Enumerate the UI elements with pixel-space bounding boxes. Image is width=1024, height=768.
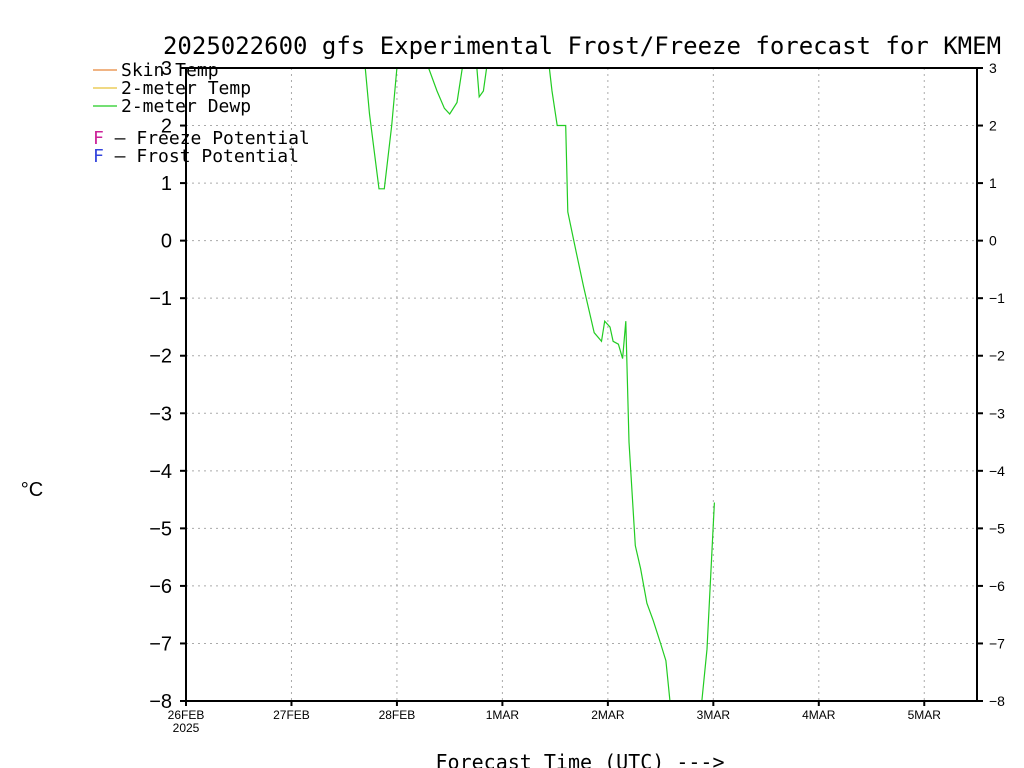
x-tick-label: 4MAR bbox=[802, 708, 836, 722]
y-tick-label: −6 bbox=[149, 576, 172, 598]
dewpoint-line-segment bbox=[364, 68, 398, 190]
y-tick-label: −2 bbox=[149, 346, 172, 368]
x-tick-sublabel: 2025 bbox=[173, 721, 200, 735]
y-tick-label-right: 1 bbox=[989, 175, 997, 191]
y-tick-label: 0 bbox=[161, 231, 172, 253]
legend-label: 2-meter Temp bbox=[121, 78, 251, 99]
potential-label: – Freeze Potential bbox=[104, 128, 310, 149]
data-series bbox=[364, 68, 715, 701]
y-axis-right: 3 2 1 0 −1 −2 −3 −4 −5 −6 −7 −8 bbox=[977, 60, 1005, 709]
y-tick-label-right: −4 bbox=[989, 463, 1005, 479]
y-tick-label-right: −8 bbox=[989, 693, 1005, 709]
x-tick-label: 28FEB bbox=[379, 708, 416, 722]
y-tick-label-right: −3 bbox=[989, 405, 1005, 421]
x-axis-label: Forecast Time (UTC) ---> bbox=[436, 750, 725, 768]
y-tick-label: −5 bbox=[149, 518, 172, 540]
dewpoint-line-segment bbox=[427, 68, 463, 115]
chart-title: 2025022600 gfs Experimental Frost/Freeze… bbox=[163, 32, 1001, 60]
x-tick-label: 2MAR bbox=[591, 708, 625, 722]
potential-annotation: F – Frost Potential bbox=[93, 146, 299, 167]
y-tick-label-right: −2 bbox=[989, 348, 1005, 364]
y-axis-left: 3 2 1 0 −1 −2 −3 −4 −5 −6 −7 −8 bbox=[149, 58, 186, 713]
potential-annotation: F – Freeze Potential bbox=[93, 128, 310, 149]
y-tick-label: 2 bbox=[161, 116, 172, 138]
y-tick-label-right: −1 bbox=[989, 290, 1005, 306]
y-tick-label: 1 bbox=[161, 173, 172, 195]
y-tick-label: 3 bbox=[161, 58, 172, 80]
dewpoint-line-segment bbox=[701, 502, 715, 701]
y-tick-label-right: −7 bbox=[989, 635, 1005, 651]
legend-label: Skin Temp bbox=[121, 60, 219, 81]
y-tick-label: −3 bbox=[149, 403, 172, 425]
potential-letter: F bbox=[93, 128, 104, 149]
dewpoint-line-segment bbox=[548, 68, 671, 701]
y-axis-label: °C bbox=[21, 479, 43, 501]
plot-frame bbox=[185, 67, 978, 702]
x-tick-label: 27FEB bbox=[273, 708, 310, 722]
grid-lines bbox=[186, 68, 977, 701]
potential-label: – Frost Potential bbox=[104, 146, 299, 167]
x-tick-label: 1MAR bbox=[486, 708, 520, 722]
y-tick-label: −8 bbox=[149, 691, 172, 713]
y-tick-label-right: −5 bbox=[989, 520, 1005, 536]
y-tick-label-right: −6 bbox=[989, 578, 1005, 594]
x-tick-label: 26FEB bbox=[168, 708, 205, 722]
dewpoint-line-segment bbox=[476, 68, 488, 99]
y-tick-label-right: 0 bbox=[989, 233, 997, 249]
legend-label: 2-meter Dewp bbox=[121, 96, 251, 117]
y-tick-label: −1 bbox=[149, 288, 172, 310]
x-tick-label: 5MAR bbox=[908, 708, 942, 722]
y-tick-label-right: 2 bbox=[989, 118, 997, 134]
y-tick-label-right: 3 bbox=[989, 60, 997, 76]
y-tick-label: −4 bbox=[149, 461, 172, 483]
x-tick-label: 3MAR bbox=[697, 708, 731, 722]
y-tick-label: −7 bbox=[149, 633, 172, 655]
potential-letter: F bbox=[93, 146, 104, 167]
